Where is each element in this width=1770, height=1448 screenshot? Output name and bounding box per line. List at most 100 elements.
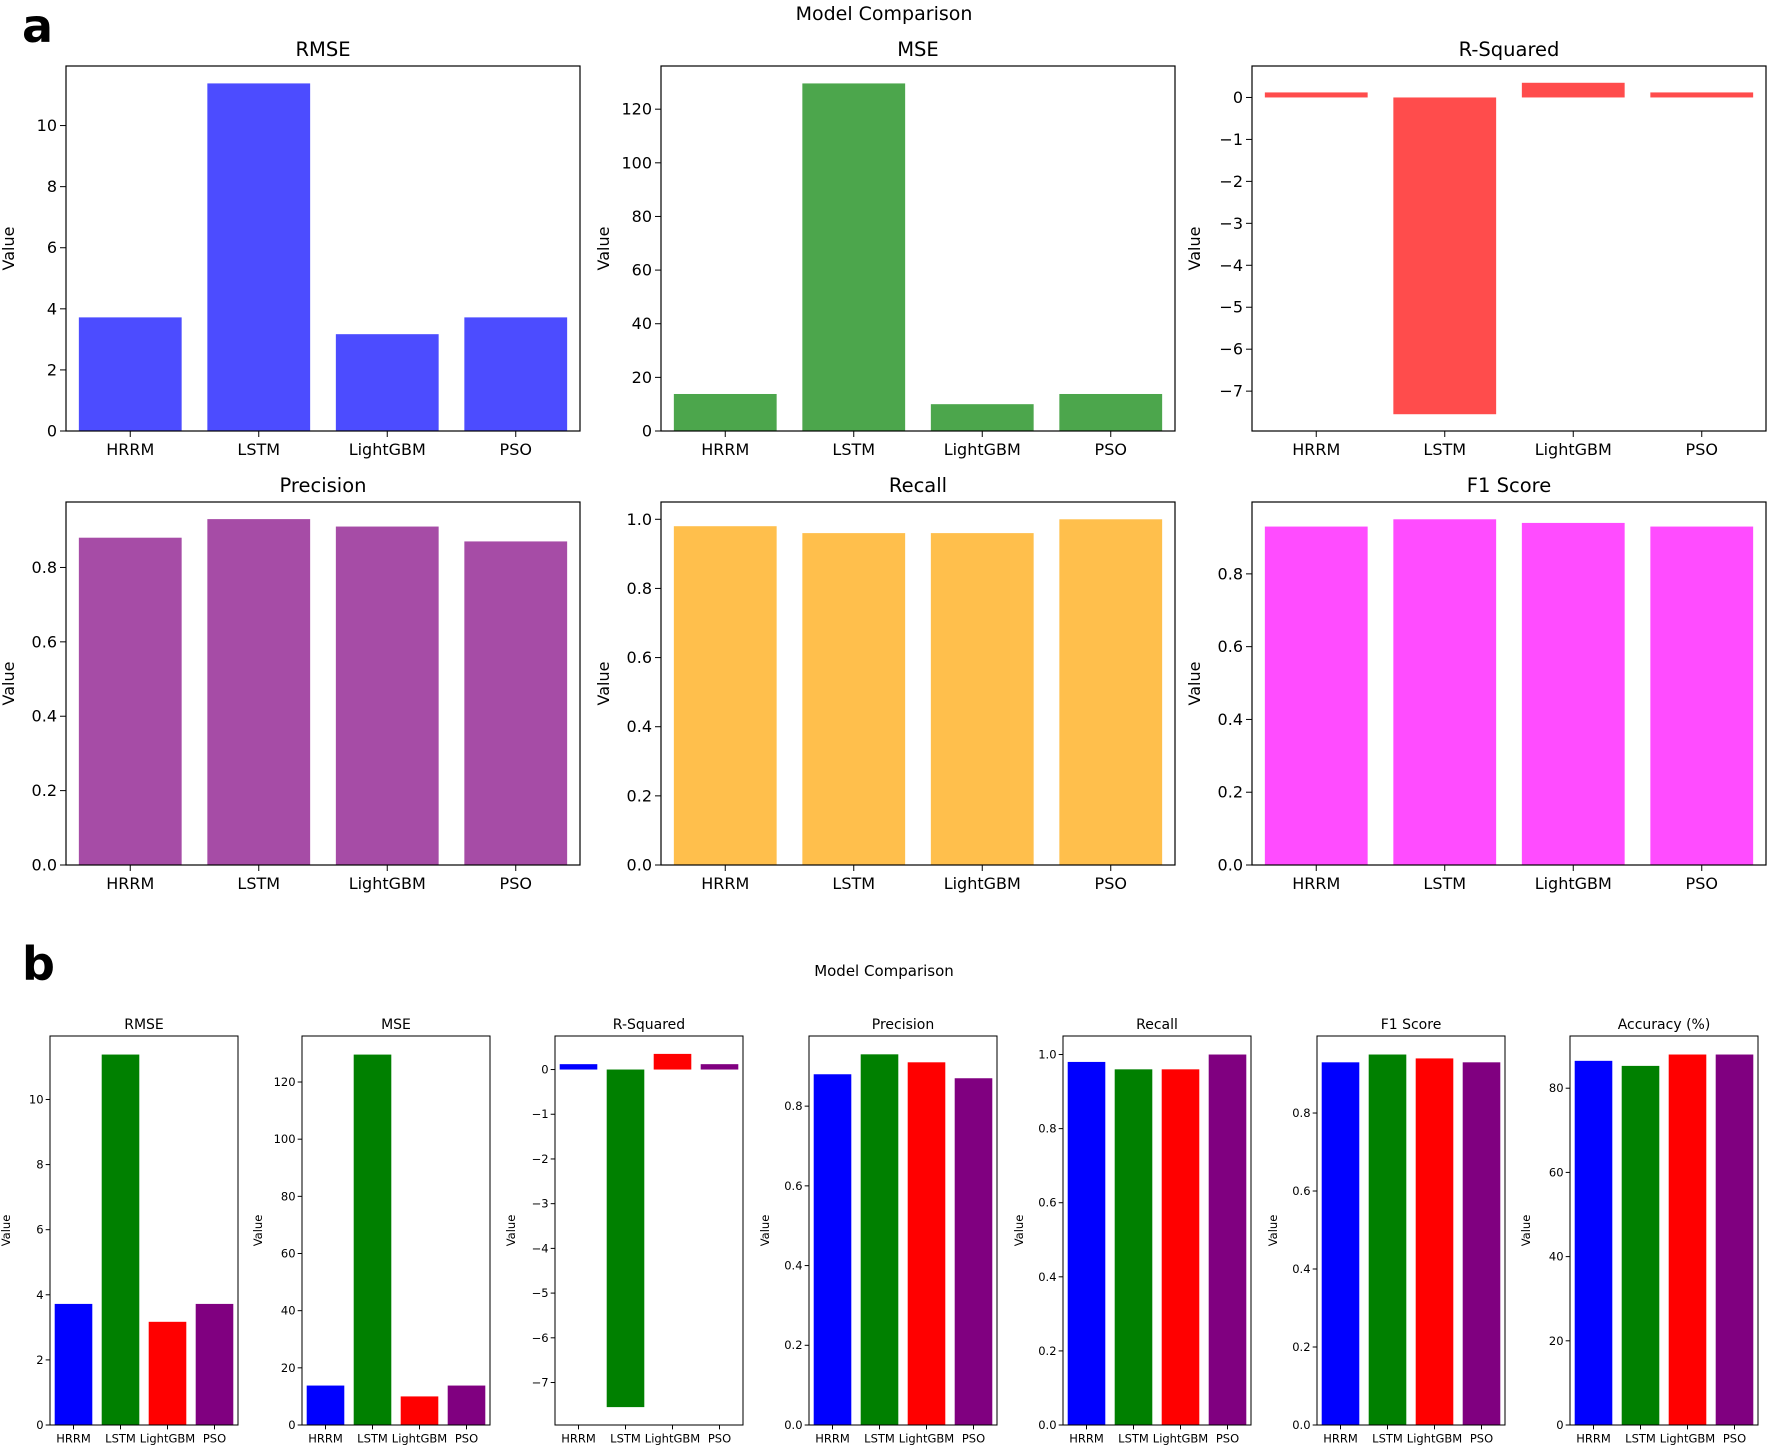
bar-lstm	[207, 83, 311, 431]
bar-pso	[700, 1064, 739, 1070]
x-tick-label: HRRM	[701, 874, 749, 893]
y-tick-label: 1.0	[1038, 1047, 1056, 1061]
bar-hrrm	[1067, 1061, 1106, 1425]
axes-frame	[1251, 501, 1767, 866]
x-tick-label: LightGBM	[1660, 1431, 1715, 1445]
bar-lightgbm	[930, 533, 1034, 865]
x-tick-label: PSO	[500, 874, 532, 893]
y-tick-label: 8	[36, 1158, 43, 1172]
chart-b-10: Precision 0.0 0.2 0.4 0.6 0.8 HRRM LSTM LightGBM…	[758, 1017, 998, 1445]
y-tick-label: 0.0	[627, 856, 652, 875]
bar-lightgbm	[1521, 522, 1625, 865]
y-tick-label: 0.8	[1038, 1122, 1056, 1136]
y-tick-label: 0.2	[32, 781, 57, 800]
bar-lstm	[353, 1054, 392, 1425]
axes-title: F1 Score	[1381, 1017, 1442, 1033]
x-tick-label: LightGBM	[1153, 1431, 1208, 1445]
bar-hrrm	[1264, 92, 1368, 98]
chart-b-12: F1 Score 0.0 0.2 0.4 0.6 0.8 HRRM LSTM LightGBM P…	[1266, 1017, 1506, 1445]
bar-pso	[1715, 1054, 1754, 1425]
panel-a-label: a	[22, 0, 53, 53]
x-tick-label: PSO	[708, 1431, 731, 1445]
bar-hrrm	[78, 317, 182, 431]
axes-frame	[1316, 1035, 1506, 1426]
x-tick-label: LSTM	[1372, 1431, 1403, 1445]
y-tick-label: −3	[532, 1197, 549, 1211]
y-tick-label: 0.6	[1292, 1184, 1310, 1198]
bar-lightgbm	[1161, 1069, 1200, 1425]
y-tick-label: 40	[281, 1304, 296, 1318]
axes-frame	[1251, 65, 1767, 432]
x-tick-label: LightGBM	[899, 1431, 954, 1445]
y-tick-label: 0.4	[1038, 1270, 1056, 1284]
y-axis-label: Value	[504, 1215, 518, 1247]
bar-pso	[447, 1385, 486, 1425]
y-axis-label: Value	[1519, 1215, 1533, 1247]
x-tick-label: PSO	[1686, 874, 1718, 893]
y-tick-label: −5	[1219, 298, 1243, 317]
x-tick-label: PSO	[455, 1431, 478, 1445]
axes-title: RMSE	[124, 1017, 164, 1033]
bar-lightgbm	[148, 1321, 187, 1425]
y-tick-label: 60	[281, 1246, 296, 1260]
bar-pso	[464, 541, 568, 865]
x-tick-label: LSTM	[1625, 1431, 1656, 1445]
y-tick-label: 2	[47, 360, 57, 379]
panel-a-title: Model Comparison	[796, 3, 973, 25]
chart-b-8: MSE 0 20 40 60 80 100 120 HRRM LSTM LightGBM PSO Val…	[251, 1017, 491, 1445]
x-tick-label: LightGBM	[944, 874, 1021, 893]
axes-layer: RMSE 0 2 4 6 8 10 HRRM LSTM LightGBM PSO Value MSE 0 2…	[0, 38, 1767, 1445]
axes-frame	[660, 65, 1176, 432]
x-tick-label: LSTM	[1118, 1431, 1149, 1445]
axes-title: Precision	[872, 1017, 934, 1033]
bar-lightgbm	[1668, 1054, 1707, 1425]
axes-title: Recall	[1136, 1017, 1178, 1033]
bar-hrrm	[78, 537, 182, 865]
y-axis-label: Value	[1185, 662, 1204, 706]
chart-a-4: Precision 0.0 0.2 0.4 0.6 0.8 HRRM LSTM LightGBM…	[0, 474, 581, 893]
x-tick-label: HRRM	[56, 1431, 91, 1445]
y-tick-label: 10	[37, 116, 57, 135]
x-tick-label: HRRM	[561, 1431, 596, 1445]
y-tick-label: 0.6	[784, 1179, 802, 1193]
y-tick-label: 0	[47, 422, 57, 441]
bar-lightgbm	[1415, 1058, 1454, 1425]
y-tick-label: −6	[1219, 340, 1243, 359]
y-tick-label: 100	[274, 1132, 296, 1146]
bar-hrrm	[306, 1385, 345, 1425]
x-tick-label: LightGBM	[1535, 440, 1612, 459]
bar-hrrm	[54, 1303, 93, 1425]
y-tick-label: 0.0	[1218, 856, 1243, 875]
chart-b-13: Accuracy (%) 0 20 40 60 80 HRRM LSTM LightGBM PSO…	[1519, 1017, 1759, 1445]
y-axis-label: Value	[0, 227, 18, 271]
y-tick-label: 0.0	[1038, 1418, 1056, 1432]
bar-lstm	[1368, 1054, 1407, 1425]
x-tick-label: LightGBM	[944, 440, 1021, 459]
y-tick-label: −1	[1219, 130, 1243, 149]
bar-lightgbm	[653, 1053, 692, 1070]
y-tick-label: 20	[632, 368, 652, 387]
y-tick-label: −2	[532, 1152, 549, 1166]
y-tick-label: 100	[621, 153, 652, 172]
y-tick-label: 0	[541, 1062, 548, 1076]
y-tick-label: −2	[1219, 172, 1243, 191]
x-tick-label: PSO	[500, 440, 532, 459]
x-tick-label: LSTM	[832, 440, 875, 459]
axes-title: Precision	[279, 474, 366, 497]
bar-lightgbm	[400, 1396, 439, 1425]
y-tick-label: 0.8	[784, 1099, 802, 1113]
bar-hrrm	[673, 393, 777, 431]
axes-title: Recall	[889, 474, 947, 497]
panel-b-label: b	[22, 937, 55, 991]
y-tick-label: 0.0	[1292, 1418, 1310, 1432]
bar-hrrm	[813, 1074, 852, 1425]
x-tick-label: PSO	[1686, 440, 1718, 459]
bar-lightgbm	[930, 404, 1034, 431]
axes-frame	[49, 1035, 239, 1426]
bar-pso	[1462, 1062, 1501, 1425]
chart-a-6: F1 Score 0.0 0.2 0.4 0.6 0.8 HRRM LSTM LightGBM P…	[1185, 474, 1767, 893]
y-tick-label: 0.4	[32, 707, 57, 726]
y-tick-label: 6	[36, 1223, 43, 1237]
x-tick-label: HRRM	[1576, 1431, 1611, 1445]
bar-lstm	[1393, 519, 1497, 865]
